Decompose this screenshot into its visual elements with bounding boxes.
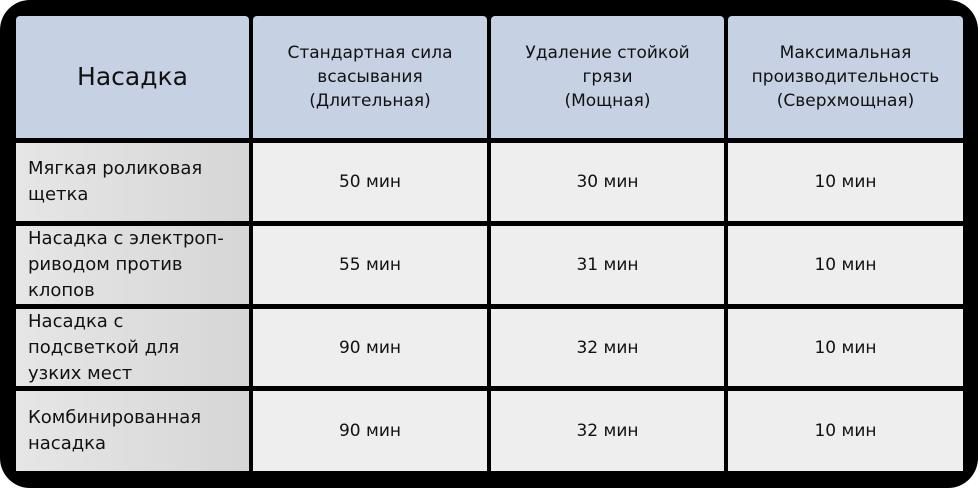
runtime-table: Насадка Стандартная сила всасывания (Длит… (16, 16, 963, 471)
table-cell: 90 мин (253, 309, 487, 386)
header-label: Максимальная производительность (751, 43, 940, 87)
header-label: Насадка (77, 62, 188, 91)
header-max-performance: Максимальная производительность (Сверхмощ… (728, 16, 963, 138)
header-attachment: Насадка (16, 16, 249, 138)
row-label: Комбинированная насадка (28, 407, 202, 454)
header-standard: Стандартная сила всасывания (Длительная) (253, 16, 487, 138)
table-cell: 55 мин (253, 226, 487, 304)
table-cell: 10 мин (728, 226, 963, 304)
row-header: Комбинированная насадка (16, 391, 249, 471)
row-label: Насадка с электроп-риводом против клопов (28, 228, 224, 301)
row-header: Насадка с электроп-риводом против клопов (16, 226, 249, 304)
table-cell: 10 мин (728, 309, 963, 386)
table-cell: 30 мин (491, 143, 724, 221)
table-cell: 90 мин (253, 391, 487, 471)
row-label: Мягкая роликовая щетка (28, 158, 203, 205)
row-label: Насадка с подсветкой для узких мест (28, 310, 180, 384)
row-header: Насадка с подсветкой для узких мест (16, 309, 249, 386)
header-label: Удаление стойкой грязи (525, 43, 690, 87)
header-stubborn-dirt: Удаление стойкой грязи (Мощная) (491, 16, 724, 138)
header-mode: (Сверхмощная) (776, 91, 915, 111)
header-mode: (Длительная) (309, 91, 431, 111)
table-cell: 50 мин (253, 143, 487, 221)
table-cell: 32 мин (491, 391, 724, 471)
table-cell: 10 мин (728, 143, 963, 221)
table-cell: 31 мин (491, 226, 724, 304)
table-cell: 32 мин (491, 309, 724, 386)
header-label: Стандартная сила всасывания (287, 43, 453, 87)
table-cell: 10 мин (728, 391, 963, 471)
header-mode: (Мощная) (564, 91, 651, 111)
row-header: Мягкая роликовая щетка (16, 143, 249, 221)
